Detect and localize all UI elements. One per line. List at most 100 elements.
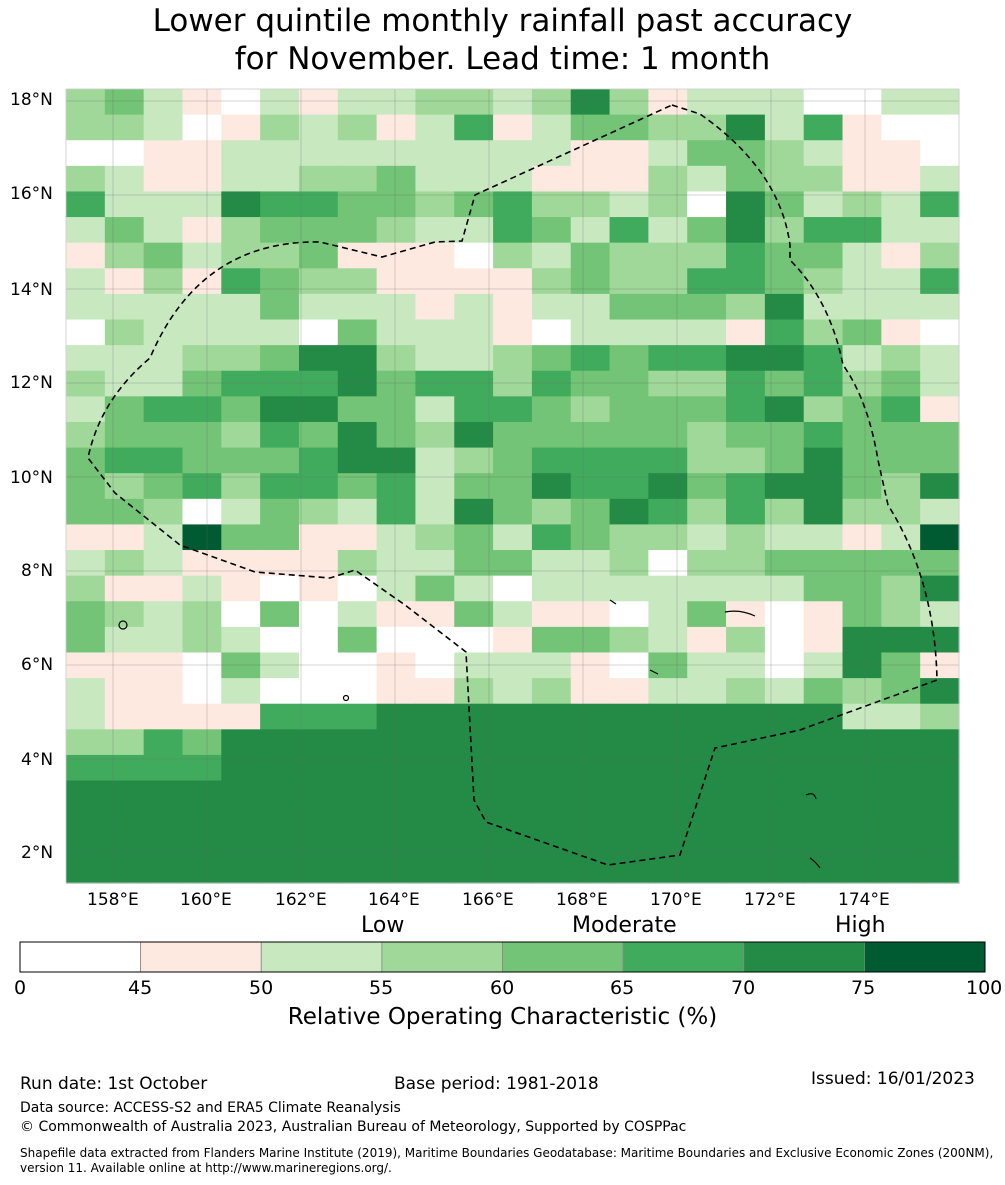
grid-cell — [182, 780, 222, 807]
grid-cell — [920, 165, 960, 193]
grid-cell — [609, 421, 649, 449]
grid-cell — [104, 421, 145, 449]
grid-cell — [66, 242, 106, 269]
lat-label-18n: 18°N — [10, 90, 53, 110]
grid-cell — [803, 421, 844, 449]
grid-cell — [648, 217, 688, 244]
grid-cell — [143, 242, 184, 269]
grid-cell — [337, 831, 378, 858]
grid-cell — [687, 268, 727, 295]
grid-cell — [182, 678, 222, 705]
grid-cell — [493, 678, 533, 705]
grid-cell — [376, 447, 417, 474]
title-line-2: for November. Lead time: 1 month — [234, 41, 771, 77]
grid-cell — [104, 550, 145, 577]
grid-cell — [726, 319, 766, 346]
grid-cell — [337, 524, 378, 551]
grid-cell — [376, 652, 417, 679]
grid-cell — [493, 140, 533, 167]
grid-cell — [493, 780, 533, 807]
grid-cell — [376, 754, 417, 782]
grid-cell — [803, 550, 844, 577]
grid-cell — [104, 857, 145, 884]
grid-cell — [687, 678, 727, 705]
grid-cell — [143, 857, 184, 884]
grid-cell — [764, 421, 805, 449]
island — [724, 610, 756, 617]
grid-cell — [881, 447, 921, 474]
grid-cell — [454, 780, 494, 807]
grid-cell — [726, 370, 766, 397]
grid-cell — [182, 319, 222, 346]
grid-cell — [415, 754, 455, 782]
grid-cell — [143, 319, 184, 346]
grid-cell — [764, 806, 805, 833]
grid-cell — [182, 498, 222, 526]
grid-cell — [764, 831, 805, 858]
grid-cell — [570, 703, 611, 730]
grid-cell — [376, 729, 417, 756]
grid-cell — [881, 831, 921, 858]
grid-cell — [648, 165, 688, 193]
grid-cell — [182, 831, 222, 858]
grid-cell — [726, 396, 766, 423]
grid-cell — [881, 293, 921, 321]
grid-cell — [66, 370, 106, 397]
grid-cell — [687, 601, 727, 628]
grid-cell — [143, 473, 184, 500]
grid-cell — [182, 217, 222, 244]
grid-cell — [764, 626, 805, 654]
grid-cell — [376, 242, 417, 269]
cbar-tick-65: 65 — [610, 977, 635, 999]
grid-cell — [803, 114, 844, 141]
grid-cell — [221, 242, 261, 269]
grid-cell — [803, 524, 844, 551]
grid-cell — [570, 754, 611, 782]
islands — [118, 599, 821, 869]
grid-cell — [415, 806, 455, 833]
grid-cell — [648, 89, 688, 116]
grid-cell — [570, 396, 611, 423]
grid-cell — [337, 473, 378, 500]
grid-cell — [570, 524, 611, 551]
grid-cell — [221, 652, 261, 679]
grid-cell — [764, 217, 805, 244]
grid-cell — [726, 268, 766, 295]
grid-cell — [726, 421, 766, 449]
grid-cell — [609, 89, 649, 116]
grid-cell — [920, 678, 960, 705]
grid-cell — [104, 217, 145, 244]
grid-cell — [221, 370, 261, 397]
grid-cell — [66, 268, 106, 295]
lon-label-160e: 160°E — [180, 890, 232, 910]
grid-cell — [764, 345, 805, 372]
grid-cell — [842, 114, 882, 141]
grid-cell — [842, 165, 882, 193]
grid-cell — [66, 524, 106, 551]
grid-cell — [881, 140, 921, 167]
grid-cell — [648, 780, 688, 807]
grid-cell — [337, 140, 378, 167]
grid-cell — [454, 396, 494, 423]
grid-cell — [920, 370, 960, 397]
grid-cell — [687, 191, 727, 218]
grid-cell — [298, 498, 339, 526]
colorbar-segment — [743, 941, 865, 973]
grid-cell — [221, 575, 261, 602]
grid-cell — [764, 524, 805, 551]
lon-label-174e: 174°E — [838, 890, 890, 910]
grid-cell — [764, 140, 805, 167]
grid-cell — [493, 447, 533, 474]
grid-cell — [531, 268, 572, 295]
grid-cell — [764, 396, 805, 423]
grid-cell — [493, 217, 533, 244]
island — [649, 669, 659, 675]
grid-cell — [493, 319, 533, 346]
grid-cell — [609, 217, 649, 244]
grid-cell — [570, 678, 611, 705]
grid-cell — [881, 857, 921, 884]
grid-cell — [493, 473, 533, 500]
grid-cell — [337, 729, 378, 756]
lat-label-16n: 16°N — [10, 184, 53, 204]
grid-cell — [726, 217, 766, 244]
